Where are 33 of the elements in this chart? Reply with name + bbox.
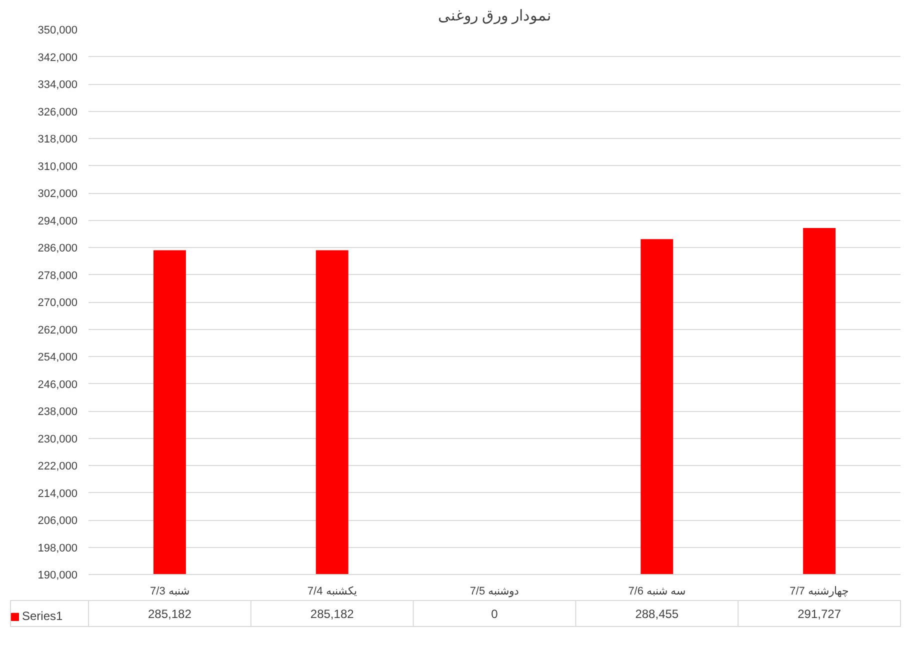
y-tick-label: 230,000	[38, 433, 78, 446]
x-tick-label: یکشنبه 7/4	[307, 586, 357, 598]
data-label: 285,182	[148, 607, 192, 621]
y-tick-label: 198,000	[38, 542, 78, 554]
y-tick-label: 310,000	[38, 160, 78, 173]
data-label: 291,727	[798, 607, 842, 621]
y-tick-label: 254,000	[38, 352, 78, 364]
y-tick-label: 286,000	[38, 242, 78, 254]
y-tick-label: 238,000	[38, 406, 78, 418]
x-tick-label: سه شنبه 7/6	[628, 586, 686, 598]
legend-label: Series1	[22, 609, 63, 623]
y-tick-label: 350,000	[38, 24, 78, 36]
text: 0	[491, 607, 498, 621]
y-tick-label: 246,000	[38, 378, 78, 391]
y-tick-label: 326,000	[38, 106, 78, 118]
y-tick-label: 262,000	[38, 324, 78, 336]
y-tick-label: 318,000	[38, 134, 78, 146]
y-tick-label: 222,000	[38, 460, 78, 472]
data-label: 288,455	[635, 607, 679, 621]
data-label: 285,182	[310, 607, 354, 621]
x-tick-label: چهارشنبه 7/7	[790, 586, 849, 598]
y-tick-label: 334,000	[38, 79, 78, 91]
y-tick-label: 294,000	[38, 215, 78, 228]
x-tick-label: دوشنبه 7/5	[470, 586, 520, 598]
chart-title: نمودار ورق روغنی	[438, 8, 552, 24]
y-tick-label: 302,000	[38, 188, 78, 200]
x-tick-label: شنبه 7/3	[150, 586, 190, 598]
y-tick-label: 270,000	[38, 297, 78, 309]
y-tick-label: 214,000	[38, 488, 78, 500]
y-tick-label: 278,000	[38, 270, 78, 282]
y-tick-label: 206,000	[38, 515, 78, 527]
y-tick-label: 190,000	[38, 570, 78, 582]
y-tick-label: 342,000	[38, 52, 78, 64]
